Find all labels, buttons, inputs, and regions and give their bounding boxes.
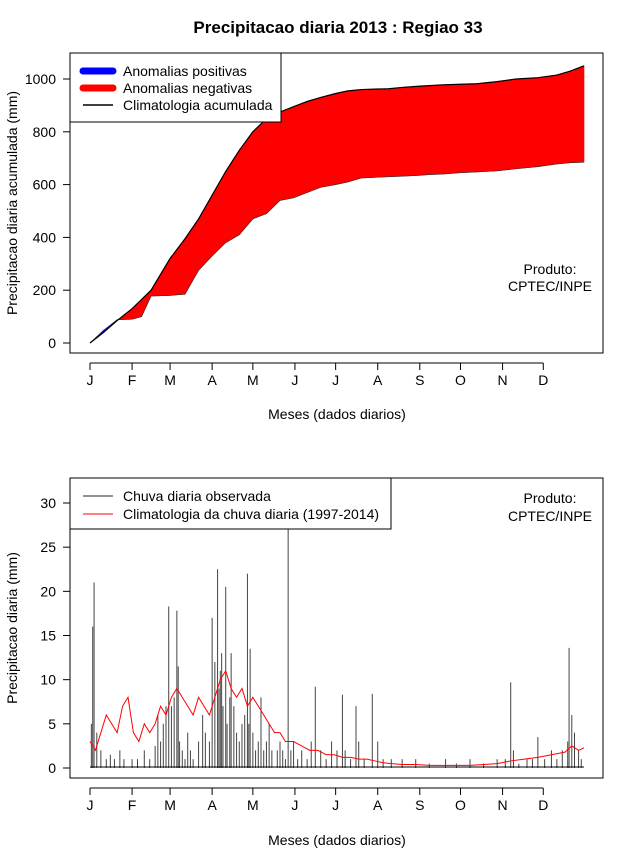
negative-anomaly-segment: [442, 83, 461, 175]
negative-anomaly-segment: [419, 85, 430, 176]
negative-anomaly-segment: [377, 88, 389, 178]
y-tick-label: 1000: [25, 71, 56, 87]
x-tick-label: A: [207, 797, 217, 813]
bottom-credit-line1: Produto:: [524, 490, 577, 506]
negative-anomaly-segment: [347, 89, 362, 183]
y-tick-label: 10: [40, 672, 56, 688]
x-tick-label: O: [455, 797, 466, 813]
y-tick-label: 800: [33, 124, 57, 140]
top-credit-line2: CPTEC/INPE: [508, 278, 592, 294]
negative-anomaly-segment: [460, 83, 478, 174]
x-tick-label: A: [207, 372, 217, 388]
x-tick-label: F: [128, 797, 137, 813]
x-tick-label: M: [247, 372, 259, 388]
x-tick-label: M: [164, 797, 176, 813]
observed-daily-bars: [90, 529, 582, 768]
y-tick-label: 600: [33, 177, 57, 193]
negative-anomaly-segment: [169, 237, 186, 296]
x-tick-label: M: [164, 372, 176, 388]
negative-anomaly-segment: [225, 149, 240, 244]
bottom-legend-box: [69, 477, 392, 530]
legend-label-climatology-daily: Climatologia da chuva diaria (1997-2014): [123, 506, 379, 522]
negative-anomaly-segment: [293, 101, 308, 199]
negative-anomaly-segment: [320, 93, 336, 188]
bottom-y-axis: 0 5 10 15 20 25 30: [40, 495, 71, 776]
y-tick-label: 5: [48, 716, 56, 732]
negative-anomaly-segment: [496, 78, 517, 172]
bottom-y-axis-label: Precipitacao diaria (mm): [4, 552, 20, 704]
negative-anomaly-segment: [556, 70, 571, 165]
x-tick-label: D: [538, 372, 548, 388]
y-tick-label: 200: [33, 282, 57, 298]
negative-anomaly-segment: [252, 117, 267, 220]
x-tick-label: J: [291, 372, 298, 388]
x-tick-label: A: [373, 372, 383, 388]
negative-anomaly-segment: [428, 84, 444, 175]
negative-anomaly-segment: [537, 74, 558, 167]
x-tick-label: J: [332, 372, 339, 388]
y-tick-label: 0: [48, 335, 56, 351]
x-tick-label: N: [498, 797, 508, 813]
negative-anomaly-segment: [388, 87, 403, 177]
x-tick-label: J: [291, 797, 298, 813]
x-tick-label: M: [247, 797, 259, 813]
top-credit-line1: Produto:: [524, 261, 577, 277]
y-tick-label: 400: [33, 229, 57, 245]
negative-anomaly-segment: [266, 111, 281, 215]
climatology-cumulative-line: [89, 65, 585, 344]
bottom-credit-line2: CPTEC/INPE: [508, 508, 592, 524]
legend-label-climatology: Climatologia acumulada: [123, 97, 273, 113]
negative-anomaly-segment: [361, 88, 379, 179]
daily-precipitation-chart: 0 5 10 15 20 25 30 J F M A M J J A S O N D Meses (dados d…: [4, 477, 604, 848]
x-tick-label: S: [415, 372, 424, 388]
y-tick-label: 20: [40, 583, 56, 599]
y-tick-label: 0: [48, 760, 56, 776]
y-tick-label: 15: [40, 628, 56, 644]
climatology-daily-line: [89, 669, 585, 766]
bottom-legend: Chuva diaria observada Climatologia da c…: [69, 477, 392, 530]
observed-cumulative-edge: [89, 161, 585, 344]
x-tick-label: A: [373, 797, 383, 813]
figure-title: Precipitacao diaria 2013 : Regiao 33: [193, 18, 482, 37]
legend-label-observed: Chuva diaria observada: [123, 488, 271, 504]
negative-anomaly-segment: [515, 77, 539, 170]
x-tick-label: S: [415, 797, 424, 813]
x-tick-label: N: [498, 372, 508, 388]
top-legend: Anomalias positivas Anomalias negativas …: [69, 52, 282, 123]
top-y-axis-label: Precipitacao diaria acumulada (mm): [4, 91, 20, 315]
negative-anomaly-segment: [476, 81, 498, 173]
cumulative-precipitation-chart: 0 200 400 600 800 1000 J F M A M J J A S O N D Meses (da…: [4, 52, 604, 422]
negative-anomaly-segment: [131, 298, 142, 320]
bottom-x-axis-label: Meses (dados diarios): [268, 832, 406, 848]
negative-anomaly-segment: [279, 106, 294, 201]
top-x-axis-label: Meses (dados diarios): [268, 406, 406, 422]
negative-anomaly-segment: [570, 65, 585, 163]
legend-label-positive: Anomalias positivas: [123, 63, 247, 79]
legend-label-negative: Anomalias negativas: [123, 80, 252, 96]
x-tick-label: O: [455, 372, 466, 388]
negative-anomaly-segment: [335, 90, 349, 185]
x-tick-label: J: [87, 797, 94, 813]
x-tick-label: J: [87, 372, 94, 388]
negative-anomaly-segment: [401, 85, 421, 177]
x-tick-label: J: [332, 797, 339, 813]
negative-anomaly-segment: [306, 97, 322, 193]
x-tick-label: D: [538, 797, 548, 813]
top-y-axis: 0 200 400 600 800 1000: [25, 71, 71, 351]
y-tick-label: 30: [40, 495, 56, 511]
x-tick-label: F: [128, 372, 137, 388]
y-tick-label: 25: [40, 539, 56, 555]
